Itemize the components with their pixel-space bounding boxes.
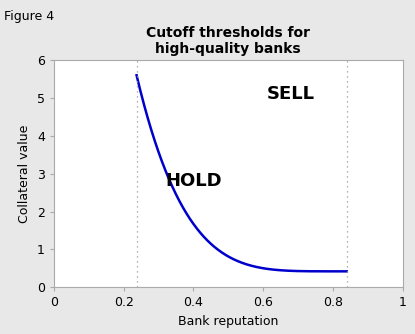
Text: SELL: SELL xyxy=(267,85,315,103)
Text: Figure 4: Figure 4 xyxy=(4,10,54,23)
Text: HOLD: HOLD xyxy=(165,172,222,190)
X-axis label: Bank reputation: Bank reputation xyxy=(178,315,278,328)
Title: Cutoff thresholds for
high-quality banks: Cutoff thresholds for high-quality banks xyxy=(146,26,310,56)
Y-axis label: Collateral value: Collateral value xyxy=(18,125,32,223)
